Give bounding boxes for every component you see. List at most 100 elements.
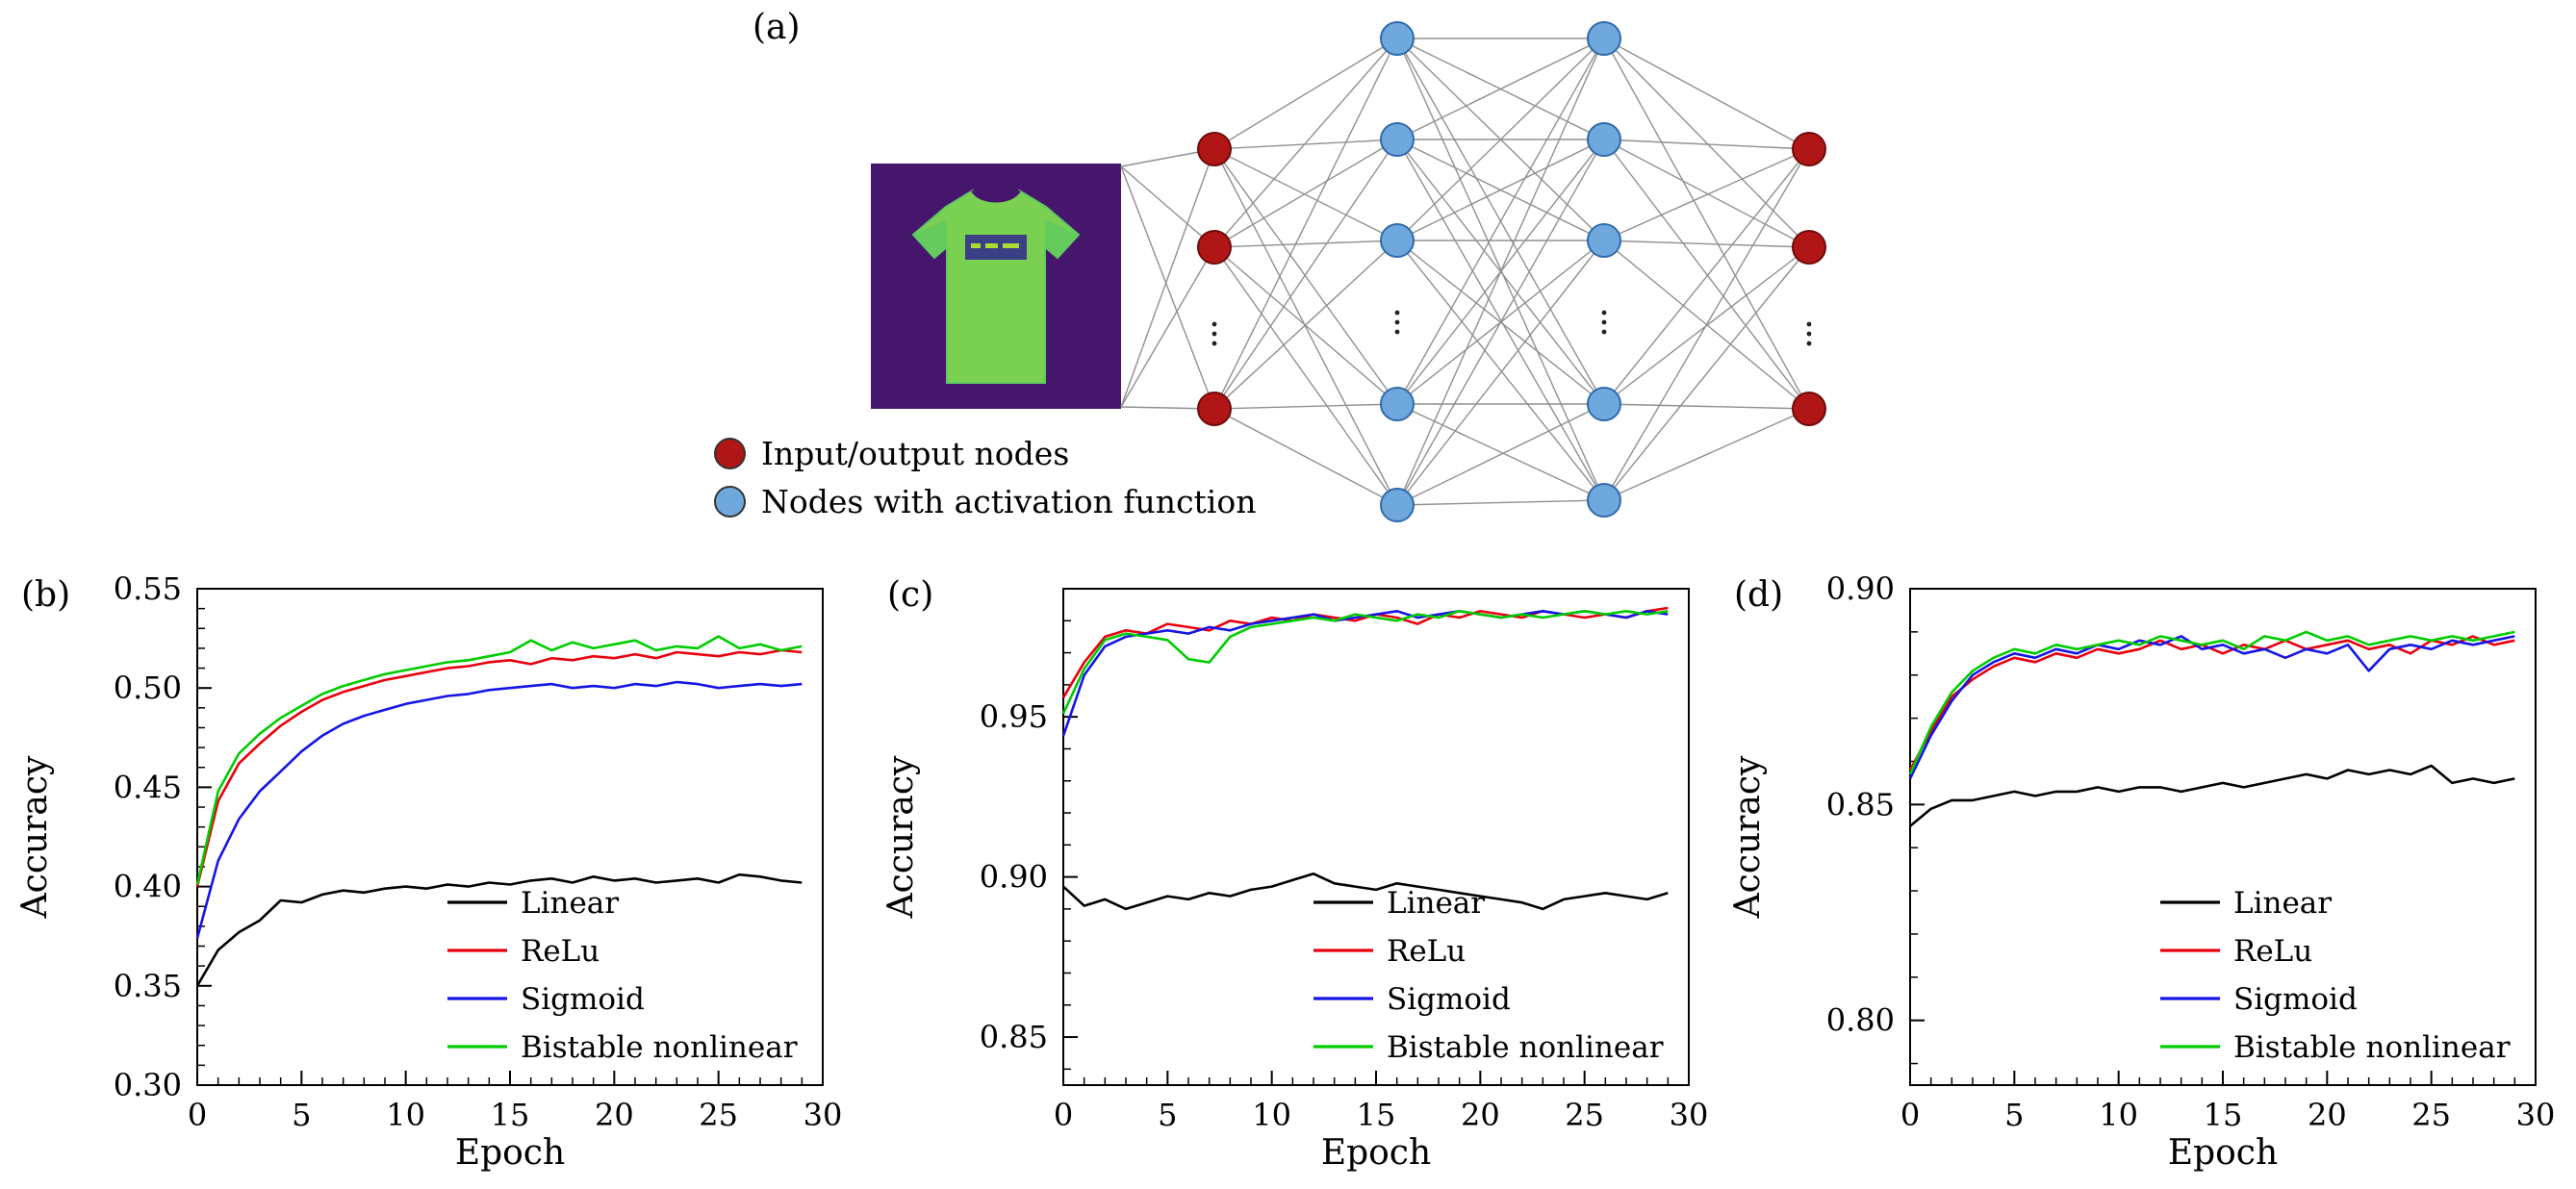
edge-line: [1213, 139, 1398, 248]
legend-row-io: Input/output nodes: [714, 429, 1256, 477]
io-node: [1792, 392, 1826, 426]
print-mark: [1003, 243, 1019, 248]
y-axis-label: Accuracy: [15, 755, 55, 919]
edge-line: [1396, 139, 1605, 501]
print-mark: [971, 243, 981, 248]
ellipsis-dot: [1601, 319, 1607, 325]
hidden-node: [1587, 122, 1621, 157]
x-tick-label: 10: [2099, 1097, 2138, 1133]
fan-line: [1120, 165, 1215, 248]
fan-line: [1120, 246, 1215, 408]
chart-panel-b: 0 5 10 15 20 25 30 0.30 0.35 0.40 0.45 0.50 0.55 Epoc…: [0, 570, 847, 1179]
chart-svg: 0 5 10 15 20 25 30 0.80 0.85 0.90 Epoch Accuracy (d)…: [1728, 570, 2556, 1173]
x-tick-label: 15: [2204, 1097, 2243, 1133]
ellipsis-dot: [1394, 329, 1400, 335]
edge-line: [1396, 403, 1605, 501]
series-line-linear: [1909, 764, 2515, 827]
x-tick-label: 20: [595, 1097, 634, 1133]
x-tick-label: 30: [803, 1097, 843, 1133]
edge-line: [1213, 240, 1398, 410]
y-tick-label: 0.90: [980, 859, 1048, 896]
y-tick-label: 0.90: [1826, 573, 1895, 607]
y-tick-label: 0.45: [114, 769, 182, 805]
io-node: [1197, 392, 1232, 426]
x-axis-label: Epoch: [1321, 1133, 1431, 1173]
x-tick-label: 30: [2516, 1097, 2556, 1133]
network-diagram: [818, 5, 1896, 552]
panel-label: (d): [1734, 575, 1783, 615]
x-tick-label: 30: [1670, 1097, 1709, 1133]
y-tick-label: 0.85: [980, 1019, 1048, 1055]
x-tick-label: 0: [1054, 1097, 1073, 1133]
y-tick-label: 0.85: [1826, 786, 1895, 822]
fan-line: [1120, 148, 1215, 408]
ellipsis-dot: [1211, 321, 1217, 327]
legend-row-hidden: Nodes with activation function: [714, 477, 1256, 525]
series-group: [1908, 630, 2515, 827]
x-tick-label: 25: [699, 1097, 738, 1133]
node-legend: Input/output nodes Nodes with activation…: [714, 429, 1256, 525]
edge-line: [1603, 148, 1810, 405]
y-axis-label: Accuracy: [881, 755, 921, 919]
edge-line: [1396, 38, 1605, 405]
legend-label: Bistable nonlinear: [1387, 1030, 1664, 1065]
fan-line: [1120, 165, 1215, 410]
ellipsis-dot: [1394, 310, 1400, 316]
series-group: [195, 635, 803, 987]
ellipsis-dot: [1806, 341, 1812, 346]
ellipsis-dot: [1806, 321, 1812, 327]
y-tick-label: 0.80: [1826, 1002, 1895, 1039]
tshirt-sleeve-shade: [1045, 219, 1079, 258]
y-tick-label: 0.30: [114, 1067, 182, 1103]
ellipsis-dot: [1394, 319, 1400, 325]
series-line-relu: [1908, 635, 2515, 772]
legend-label: Sigmoid: [1387, 982, 1511, 1017]
edge-line: [1396, 240, 1605, 506]
x-tick-label: 0: [1900, 1097, 1920, 1133]
edge-line: [1213, 38, 1398, 410]
edge-line: [1603, 139, 1810, 248]
plot-frame: [1062, 588, 1690, 1086]
legend-label: Sigmoid: [521, 982, 645, 1017]
y-tick-label: 0.50: [114, 670, 182, 706]
edge-line: [1213, 240, 1398, 248]
legend-label: Sigmoid: [2233, 982, 2358, 1017]
edge-line: [1396, 38, 1605, 140]
edge-line: [1603, 38, 1810, 150]
edge-line: [1213, 148, 1398, 241]
edge-line: [1213, 148, 1398, 405]
y-tick-label: 0.35: [114, 968, 182, 1004]
y-tick-label: 0.95: [980, 698, 1048, 735]
edge-line: [1603, 139, 1810, 410]
io-node: [1792, 132, 1826, 166]
tshirt-sleeve-shade: [913, 219, 947, 258]
series-line-sigmoid: [195, 680, 803, 939]
legend-label: Bistable nonlinear: [521, 1030, 798, 1065]
legend-label: Linear: [2233, 886, 2332, 921]
hidden-node: [1380, 122, 1415, 157]
edge-line: [1396, 499, 1605, 506]
x-tick-label: 20: [2308, 1097, 2347, 1133]
legend-label: Bistable nonlinear: [2233, 1030, 2511, 1065]
edge-line: [1603, 38, 1810, 248]
edge-line: [1603, 240, 1810, 248]
series-group: [1061, 606, 1669, 911]
series-line-sigmoid: [1908, 635, 2515, 779]
x-tick-label: 20: [1461, 1097, 1500, 1133]
edge-line: [1396, 38, 1605, 506]
series-line-bistable-nonlinear: [1061, 609, 1669, 715]
panel-label: (c): [887, 575, 933, 615]
hidden-node: [1380, 21, 1415, 56]
edge-line: [1603, 148, 1810, 241]
panel-a-label: (a): [752, 8, 801, 47]
hidden-node: [1380, 223, 1415, 258]
x-tick-label: 15: [1357, 1097, 1396, 1133]
edge-line: [1603, 246, 1810, 501]
edge-line: [1213, 139, 1398, 150]
edge-line: [1213, 408, 1398, 506]
x-tick-label: 5: [1158, 1097, 1177, 1133]
panel-label: (b): [21, 575, 70, 615]
edge-line: [1396, 139, 1605, 241]
y-tick-label: 0.40: [114, 869, 182, 905]
edge-line: [1396, 38, 1605, 241]
